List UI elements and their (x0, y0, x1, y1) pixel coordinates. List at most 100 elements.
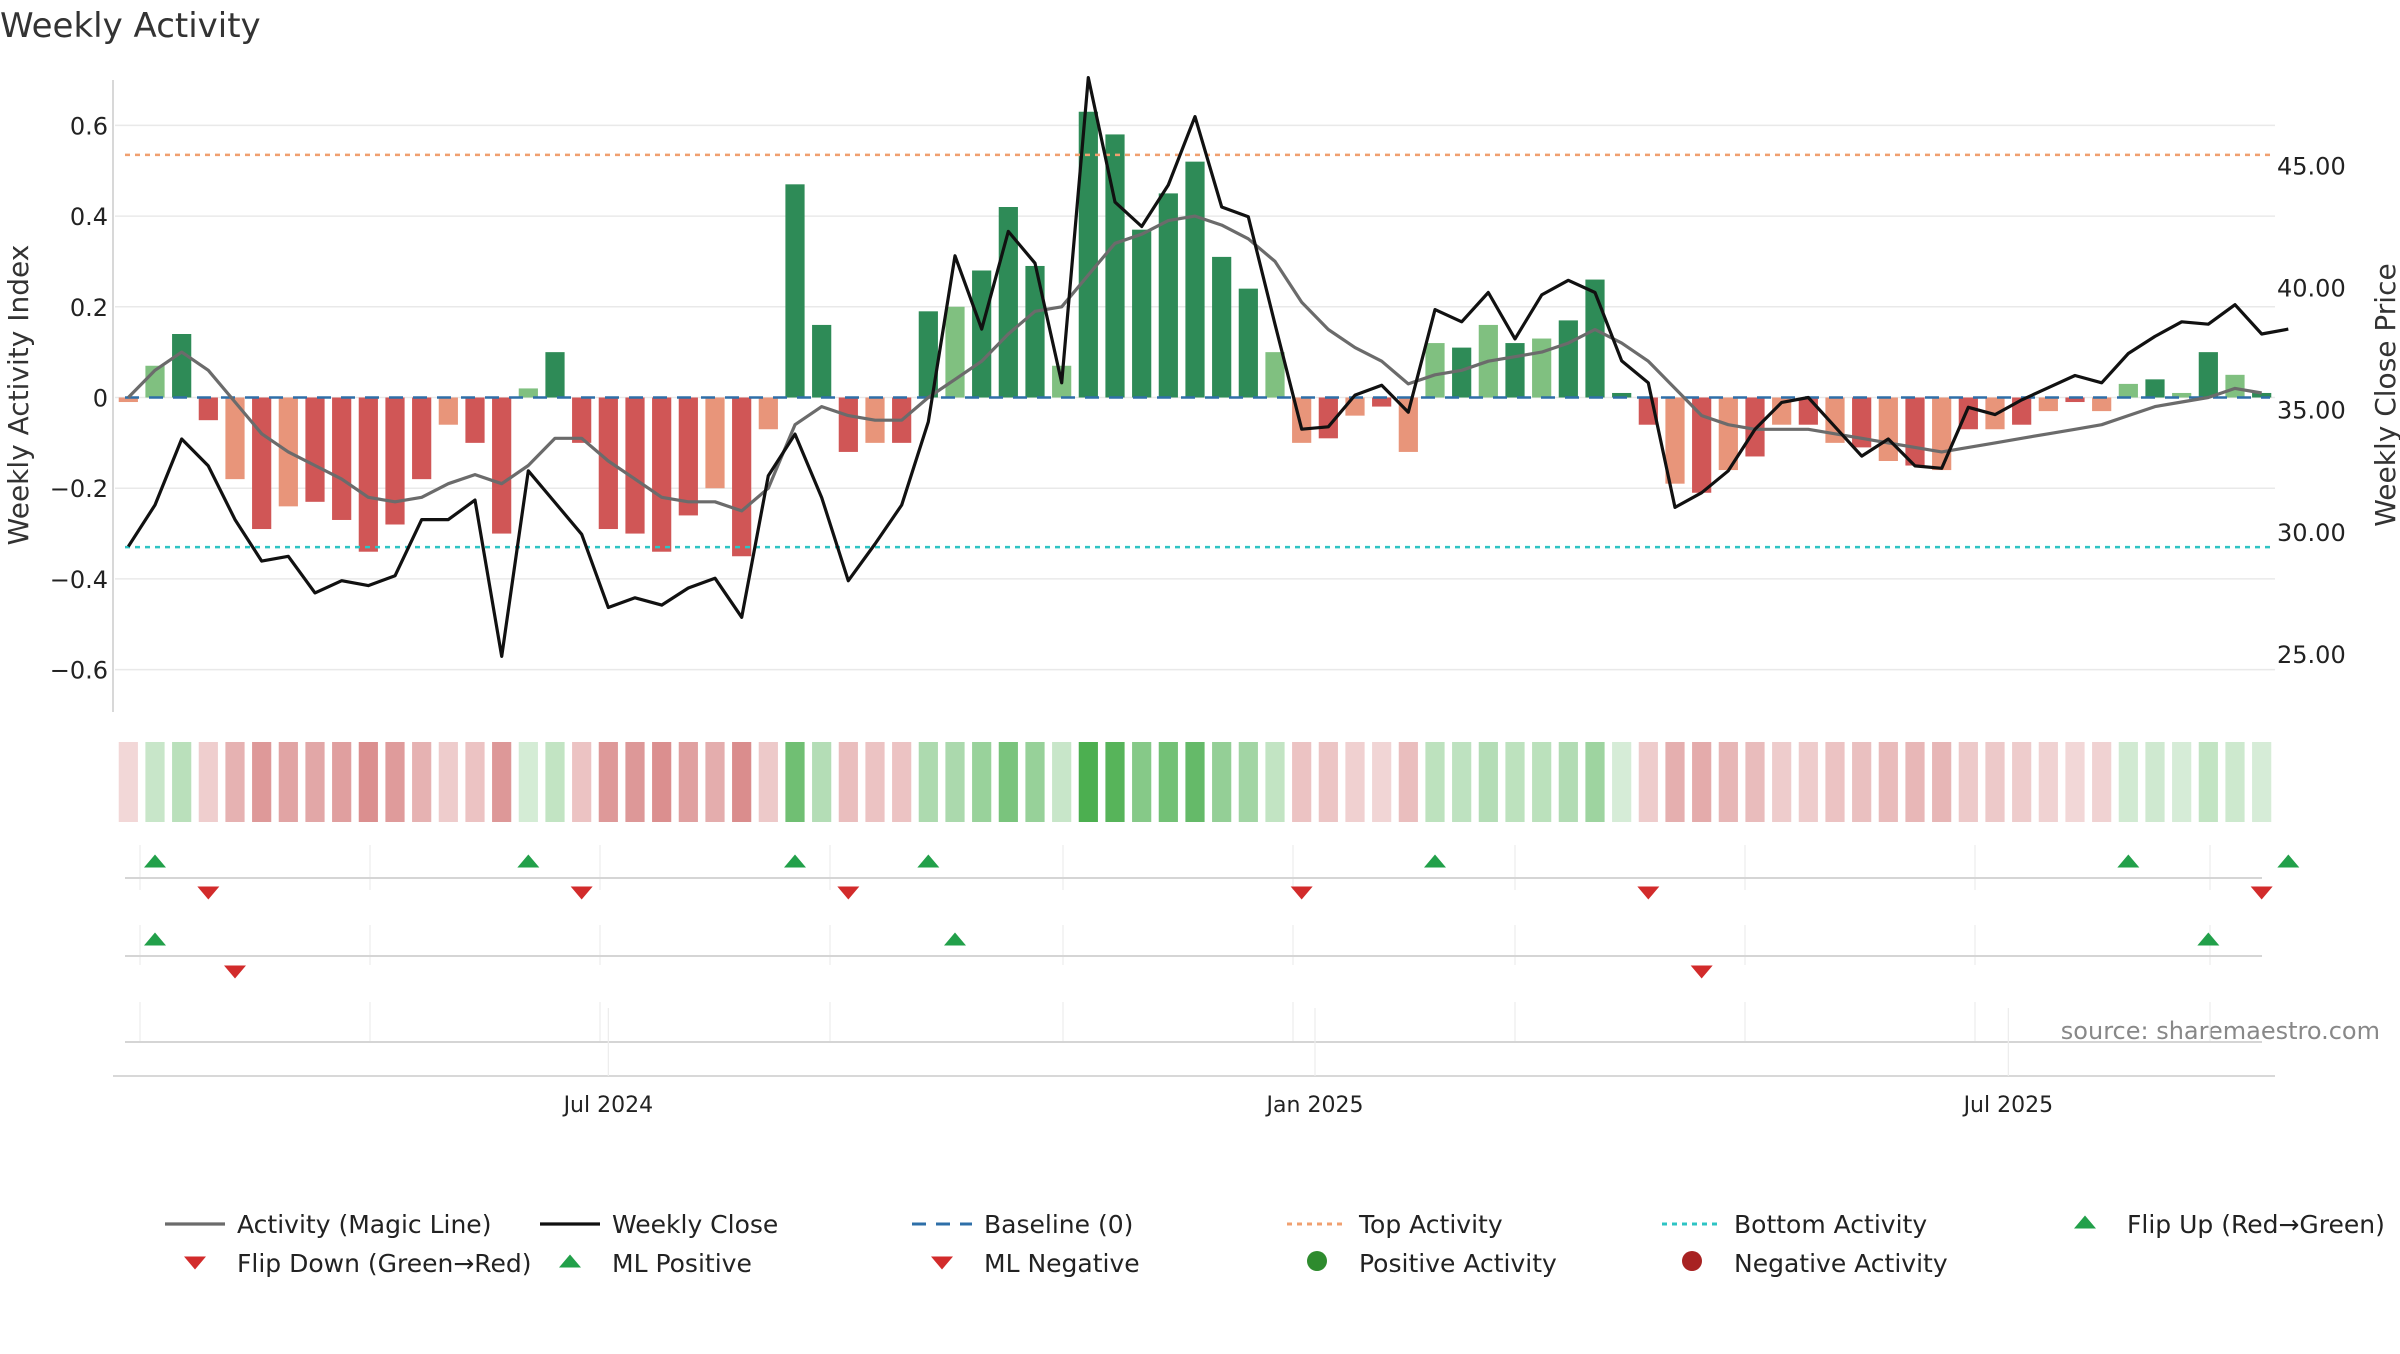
activity-bar (518, 388, 538, 398)
activity-bar (1105, 134, 1125, 398)
heat-cell (758, 742, 778, 822)
activity-bar (625, 397, 645, 534)
activity-bar (1238, 288, 1258, 398)
legend-label: Weekly Close (612, 1210, 778, 1239)
heat-cell (1878, 742, 1898, 822)
activity-bar (1718, 397, 1738, 471)
heat-cell (1478, 742, 1498, 822)
heat-cell (678, 742, 698, 822)
heat-cell (652, 742, 672, 822)
ml-negative-marker (224, 965, 246, 979)
activity-bar (598, 397, 618, 530)
chart-title: Weekly Activity (0, 6, 261, 46)
heat-cell (1772, 742, 1792, 822)
heat-cell (518, 742, 538, 822)
heat-cell (385, 742, 405, 822)
heat-cell (492, 742, 512, 822)
legend-label: Positive Activity (1359, 1249, 1557, 1278)
activity-bar (2225, 374, 2245, 398)
y-tick-label: −0.4 (50, 566, 108, 594)
heat-cell (1638, 742, 1658, 822)
ml-positive-marker (2197, 932, 2220, 946)
activity-bar (1078, 111, 1098, 398)
y2-tick-label: 35.00 (2277, 397, 2346, 425)
heat-cell (358, 742, 378, 822)
flip-down-marker (1637, 886, 1660, 900)
heat-cell (2118, 742, 2138, 822)
heat-cell (1905, 742, 1925, 822)
flip-down-marker (2250, 886, 2273, 900)
legend-label: Activity (Magic Line) (237, 1210, 491, 1239)
legend-swatch (559, 1254, 581, 1268)
flip-up-marker (144, 854, 166, 868)
activity-bar (705, 397, 725, 489)
activity-bar (1212, 256, 1232, 398)
heat-cell (1958, 742, 1978, 822)
heat-cell (1558, 742, 1578, 822)
legend-swatch (2074, 1215, 2096, 1229)
heat-cell (2038, 742, 2058, 822)
heat-cell (1265, 742, 1285, 822)
y2-axis-label: Weekly Close Price (2369, 263, 2400, 526)
heat-cell (998, 742, 1018, 822)
flip-up-marker (2277, 854, 2300, 868)
heat-cell (1078, 742, 1098, 822)
heat-cell (598, 742, 618, 822)
heat-cell (785, 742, 805, 822)
heat-cell (1372, 742, 1392, 822)
flip-down-marker (837, 886, 860, 900)
activity-bar (465, 397, 485, 443)
legend-label: Flip Up (Red→Green) (2127, 1210, 2385, 1239)
heat-cell (838, 742, 858, 822)
weekly-close-line (126, 75, 2289, 659)
activity-bar (1852, 397, 1872, 448)
heat-cell (2225, 742, 2245, 822)
y2-tick-label: 25.00 (2277, 641, 2346, 669)
activity-bar (1265, 352, 1285, 398)
activity-bar (732, 397, 752, 557)
heat-cell (1345, 742, 1365, 822)
heat-cell (465, 742, 485, 822)
heat-cell (1025, 742, 1045, 822)
activity-bar (1932, 397, 1952, 471)
activity-bar (305, 397, 325, 502)
activity-bar (758, 397, 778, 430)
activity-bar (572, 397, 592, 443)
activity-bar (1345, 397, 1365, 416)
activity-bar (1185, 161, 1205, 398)
heat-cell (1932, 742, 1952, 822)
heat-cell (918, 742, 938, 822)
heat-cell (1985, 742, 2005, 822)
heat-cell (118, 742, 138, 822)
activity-bar (1158, 193, 1178, 398)
source-label: source: sharemaestro.com (2061, 1017, 2380, 1045)
legend-label: ML Negative (984, 1249, 1140, 1278)
legend-label: Flip Down (Green→Red) (237, 1249, 532, 1278)
heat-cell (2145, 742, 2165, 822)
heat-cell (545, 742, 565, 822)
activity-bar (1425, 343, 1445, 398)
activity-bar (1878, 397, 1898, 461)
heat-cell (198, 742, 218, 822)
activity-bar (412, 397, 432, 480)
heat-cell (172, 742, 192, 822)
heat-cell (1425, 742, 1445, 822)
activity-bar (812, 324, 832, 398)
activity-bar (225, 397, 245, 480)
activity-bar (358, 397, 378, 552)
ml-positive-marker (144, 932, 166, 946)
legend-label: Negative Activity (1734, 1249, 1948, 1278)
activity-bar (2038, 397, 2058, 412)
heat-cell (2092, 742, 2112, 822)
heat-cell (972, 742, 992, 822)
activity-bar (2198, 352, 2218, 398)
activity-bar (785, 184, 805, 398)
legend-label: ML Positive (612, 1249, 752, 1278)
activity-bar (1772, 397, 1792, 425)
legend-swatch (184, 1256, 206, 1270)
activity-bar (1612, 392, 1632, 398)
heat-cell (1105, 742, 1125, 822)
heat-cell (1825, 742, 1845, 822)
ml-negative-marker (1690, 965, 1713, 979)
heat-cell (2065, 742, 2085, 822)
